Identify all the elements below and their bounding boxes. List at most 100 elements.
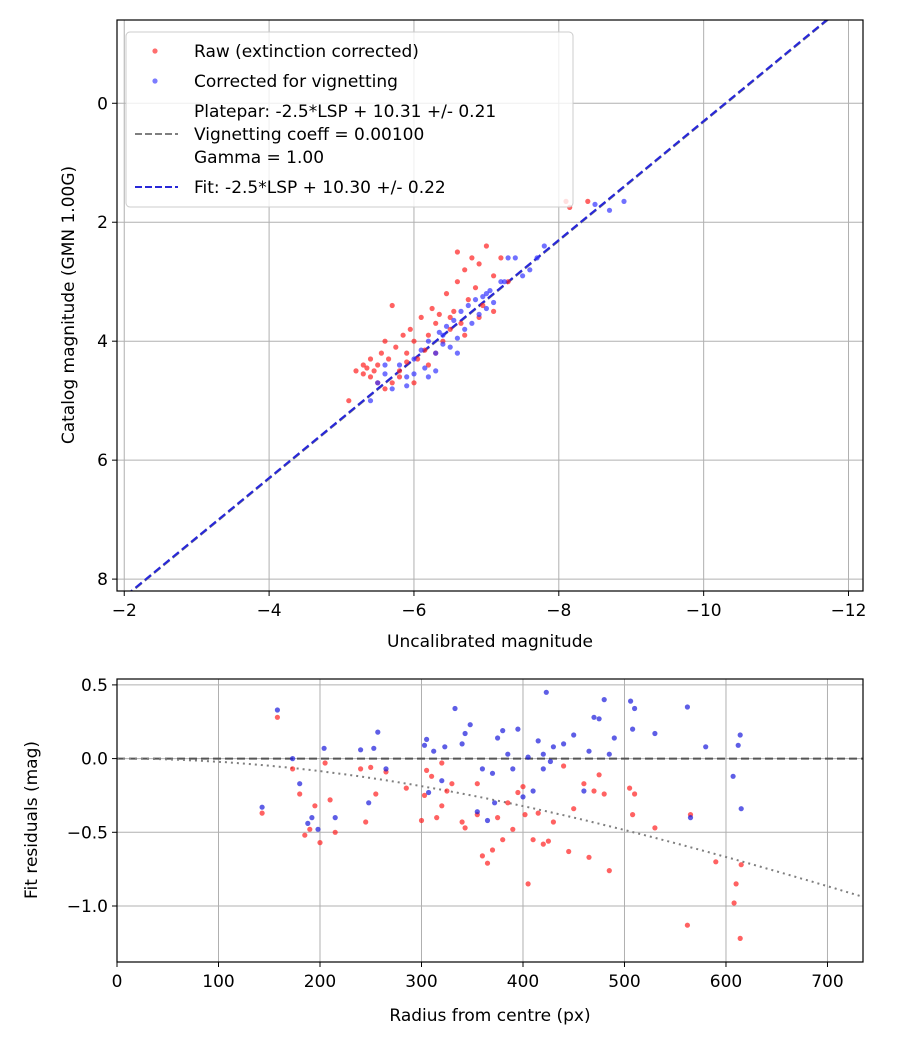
bottom-data-point	[462, 825, 468, 831]
bottom-data-point	[459, 741, 465, 747]
top-data-point	[411, 356, 417, 362]
bottom-data-point	[606, 751, 612, 757]
bottom-data-point	[525, 754, 531, 760]
bottom-data-point	[479, 766, 485, 772]
top-data-point	[425, 362, 431, 368]
bottom-data-point	[735, 742, 741, 748]
top-data-point	[606, 207, 613, 213]
bottom-y-axis-label: Fit residuals (mag)	[22, 741, 42, 899]
top-x-tick-label: −10	[686, 601, 722, 621]
bottom-data-point	[484, 860, 491, 866]
bottom-data-point	[730, 773, 736, 779]
top-data-point	[454, 335, 460, 341]
bottom-data-point	[566, 848, 572, 855]
bottom-data-point	[550, 819, 557, 825]
bottom-data-point	[305, 820, 311, 827]
top-data-point	[476, 311, 482, 317]
bottom-data-point	[479, 853, 485, 859]
legend-vignetting-label: Vignetting coeff = 0.00100	[194, 125, 424, 145]
legend-gamma-label: Gamma = 1.00	[194, 148, 324, 168]
bottom-data-point	[561, 741, 567, 747]
bottom-ticks: 0 100 200 300 400 500 600 700 0.5 0.0 −0.5 −1.0	[67, 676, 844, 992]
bottom-data-point	[403, 785, 409, 791]
bottom-data-point	[731, 900, 737, 906]
top-data-point	[498, 255, 504, 261]
bottom-data-point	[591, 714, 597, 720]
legend-corrected-marker	[152, 78, 158, 84]
bottom-data-point	[431, 748, 437, 754]
bottom-data-point	[426, 789, 432, 796]
top-data-point	[592, 201, 598, 207]
bottom-data-point	[439, 803, 445, 809]
top-x-axis-label: Uncalibrated magnitude	[387, 632, 593, 652]
top-ticks: −2 −4 −6 −8 −10 −12 0 2 4 6 8	[97, 94, 866, 621]
bottom-data-point	[358, 766, 364, 772]
bottom-data-point	[520, 794, 526, 800]
bottom-data-point	[510, 826, 516, 832]
bottom-plot-content	[117, 689, 863, 942]
bottom-data-point	[530, 788, 536, 794]
bottom-data-point	[611, 735, 617, 741]
bottom-data-point	[302, 832, 308, 838]
bottom-data-point	[601, 791, 607, 797]
bottom-data-point	[332, 815, 338, 821]
top-data-point	[418, 314, 424, 320]
top-data-point	[389, 302, 395, 309]
bottom-data-point	[321, 745, 327, 751]
top-data-point	[480, 294, 486, 300]
top-data-point	[505, 279, 511, 285]
bottom-data-point	[738, 862, 744, 868]
top-data-point	[378, 350, 384, 356]
top-x-tick-label: −8	[546, 601, 571, 621]
top-data-point	[429, 305, 435, 312]
top-data-point	[422, 347, 428, 353]
bottom-data-point	[630, 812, 636, 818]
top-data-point	[404, 383, 410, 389]
top-data-point	[440, 332, 446, 338]
bottom-data-point	[545, 838, 552, 844]
bottom-data-point	[309, 815, 315, 821]
top-data-point	[527, 267, 533, 273]
top-data-point	[520, 273, 526, 279]
top-data-point	[476, 261, 482, 267]
top-data-point	[396, 374, 403, 380]
top-data-point	[425, 338, 431, 344]
bottom-data-point	[581, 781, 587, 787]
top-data-point	[360, 371, 366, 377]
top-data-point	[375, 380, 381, 386]
top-data-point	[458, 308, 464, 314]
bottom-x-tick-label: 600	[710, 972, 742, 992]
bottom-y-tick-label: 0.0	[81, 750, 108, 770]
top-data-point	[480, 302, 486, 309]
top-data-point	[462, 267, 468, 273]
top-y-tick-label: 2	[97, 213, 108, 233]
top-plot-content	[129, 20, 830, 591]
bottom-data-point	[581, 788, 587, 794]
top-data-point	[447, 344, 453, 350]
bottom-data-point	[259, 804, 265, 810]
top-data-point	[491, 273, 497, 279]
legend-platepar-label: Platepar: -2.5*LSP + 10.31 +/- 0.21	[194, 102, 496, 122]
top-data-point	[364, 365, 370, 371]
bottom-data-point	[500, 728, 506, 734]
bottom-x-tick-label: 300	[405, 972, 437, 992]
top-data-point	[425, 374, 431, 380]
bottom-data-point	[500, 837, 506, 843]
bottom-data-point	[540, 841, 546, 847]
bottom-data-point	[312, 803, 318, 809]
top-data-point	[465, 302, 471, 309]
top-data-point	[541, 243, 547, 249]
top-data-point	[382, 338, 388, 344]
top-data-point	[404, 374, 410, 380]
top-series-corrected	[367, 198, 627, 404]
top-data-point	[436, 311, 442, 317]
bottom-x-tick-label: 0	[112, 972, 123, 992]
top-data-point	[433, 320, 439, 326]
top-data-point	[454, 279, 460, 285]
bottom-data-point	[371, 745, 377, 751]
bottom-data-point	[434, 815, 440, 821]
bottom-data-point	[368, 764, 374, 771]
bottom-data-point	[596, 772, 602, 778]
top-data-point	[443, 291, 450, 297]
bottom-data-point	[520, 784, 526, 790]
